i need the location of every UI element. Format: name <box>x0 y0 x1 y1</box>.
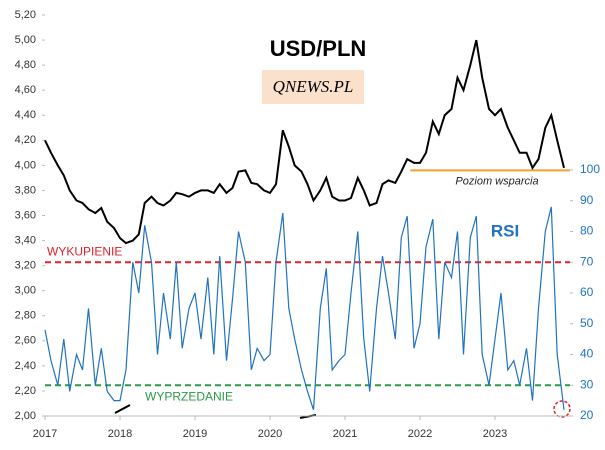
y-tick-label: 4,80 <box>15 59 36 71</box>
reference-label: WYKUPIENIE <box>47 244 122 258</box>
y-tick-label: 2,80 <box>15 310 36 322</box>
y2-tick-label: 20 <box>580 408 594 422</box>
highlight-circle <box>553 400 571 418</box>
x-tick-label: 2022 <box>408 428 432 440</box>
x-tick-label: 2021 <box>333 428 357 440</box>
y-tick-label: 5,20 <box>15 9 36 21</box>
y-tick-label: 3,20 <box>15 260 36 272</box>
y-tick-label: 3,60 <box>15 209 36 221</box>
x-tick-label: 2019 <box>183 428 207 440</box>
logo-box <box>262 70 364 104</box>
y-tick-label: 3,80 <box>15 184 36 196</box>
x-tick-label: 2023 <box>483 428 507 440</box>
reference-label: WYPRZEDANIE <box>145 389 233 403</box>
y-tick-label: 4,20 <box>15 134 36 146</box>
rsi-label: RSI <box>491 221 519 240</box>
y2-tick-label: 50 <box>580 316 594 330</box>
y-tick-label: 3,00 <box>15 285 36 297</box>
y-tick-label: 4,40 <box>15 109 36 121</box>
chart-title: USD/PLN <box>270 36 367 61</box>
y-tick-label: 2,20 <box>15 385 36 397</box>
x-tick-label: 2018 <box>108 428 132 440</box>
y2-tick-label: 100 <box>580 162 600 176</box>
divergence-mark <box>114 404 131 414</box>
series-line <box>44 39 565 245</box>
series-line <box>44 206 565 410</box>
reference-label: Poziom wsparcia <box>455 175 538 187</box>
y-tick-label: 4,60 <box>15 84 36 96</box>
x-tick-label: 2020 <box>258 428 282 440</box>
y2-tick-label: 60 <box>580 285 594 299</box>
y-tick-label: 2,40 <box>15 360 36 372</box>
y2-tick-label: 40 <box>580 347 594 361</box>
logo: QNEWS.PL <box>273 77 354 96</box>
y2-tick-label: 30 <box>580 377 594 391</box>
y-tick-label: 2,60 <box>15 335 36 347</box>
y2-tick-label: 80 <box>580 224 594 238</box>
y2-tick-label: 90 <box>580 193 594 207</box>
y-tick-label: 2,00 <box>15 410 36 422</box>
y-tick-label: 3,40 <box>15 234 36 246</box>
x-tick-label: 2017 <box>33 428 57 440</box>
y-tick-label: 5,00 <box>15 34 36 46</box>
y2-tick-label: 70 <box>580 254 594 268</box>
y-tick-label: 4,00 <box>15 159 36 171</box>
